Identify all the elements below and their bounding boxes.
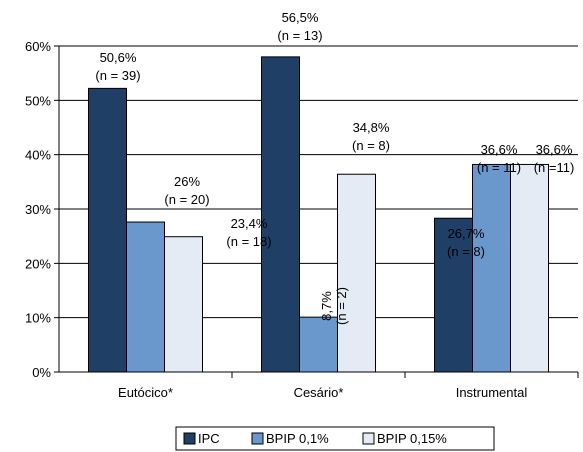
bar: [88, 87, 127, 373]
data-label: 8,7%(n = 2): [319, 287, 349, 325]
data-label: 26,7%: [448, 226, 485, 241]
data-label: (n = 18): [226, 234, 271, 249]
bar: [164, 236, 203, 373]
data-label: 34,8%: [353, 120, 390, 135]
data-label: 26%: [174, 174, 200, 189]
bar: [434, 217, 473, 373]
bar: [510, 163, 549, 373]
data-label: (n = 8): [447, 244, 485, 259]
y-tick-label: 20%: [25, 256, 51, 271]
y-tick-label: 60%: [25, 39, 51, 54]
data-label: (n = 13): [277, 28, 322, 43]
y-tick-label: 50%: [25, 93, 51, 108]
data-label: 36,6%: [481, 142, 518, 157]
data-label: 23,4%: [231, 216, 268, 231]
data-label: (n = 20): [164, 192, 209, 207]
bar: [472, 163, 511, 373]
bar: [126, 221, 165, 373]
data-label: (n = 8): [352, 138, 390, 153]
y-tick-label: 40%: [25, 148, 51, 163]
legend-swatch: [251, 432, 264, 445]
legend-swatch: [183, 432, 196, 445]
legend-label: BPIP 0,15%: [377, 431, 447, 446]
data-label: (n = 11): [477, 160, 521, 175]
x-tick-label: Eutócico*: [118, 385, 173, 400]
data-label: (n =11): [534, 160, 575, 175]
x-tick-label: Cesário*: [294, 385, 344, 400]
legend-label: BPIP 0,1%: [266, 431, 329, 446]
bar: [299, 316, 338, 373]
data-label: 36,6%: [536, 142, 573, 157]
x-tick-label: Instrumental: [456, 385, 528, 400]
y-tick-label: 0%: [32, 365, 51, 380]
y-tick-label: 30%: [25, 202, 51, 217]
data-label: 50,6%: [100, 50, 137, 65]
legend-swatch: [362, 432, 375, 445]
data-label: (n = 39): [95, 68, 140, 83]
bar: [337, 173, 376, 373]
data-label: 56,5%: [282, 10, 319, 25]
legend-label: IPC: [198, 431, 220, 446]
y-tick-label: 10%: [25, 311, 51, 326]
bar: [261, 56, 300, 373]
